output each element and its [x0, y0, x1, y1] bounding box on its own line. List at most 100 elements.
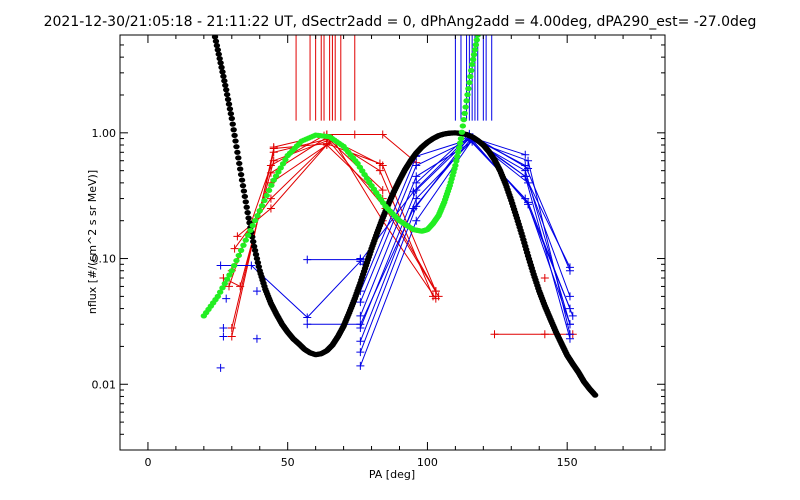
red-series-point: [266, 194, 275, 203]
green-model-curve-dot: [470, 52, 478, 58]
green-model-curve-dot: [237, 247, 245, 253]
green-model-curve-dot: [468, 61, 476, 68]
black-model-curve-dot: [225, 101, 233, 107]
green-model-curve-dot: [452, 162, 459, 169]
red-series-point: [266, 204, 275, 213]
red-series-line-9: [223, 139, 330, 288]
green-model-curve-dot: [221, 280, 229, 287]
red-series-point: [490, 330, 499, 339]
chart-title: 2021-12-30/21:05:18 - 21:11:22 UT, dSect…: [43, 14, 757, 30]
blue-series-point: [412, 186, 421, 195]
blue-series-point: [521, 150, 530, 159]
black-model-curve-dot: [591, 392, 599, 398]
green-model-curve-dot: [458, 129, 466, 135]
green-model-curve-dot: [251, 217, 259, 224]
blue-series-point: [565, 334, 574, 343]
red-series-point: [269, 156, 278, 165]
red-series-point: [378, 186, 387, 195]
black-model-curve-dot: [255, 264, 263, 270]
green-model-curve-dot: [223, 276, 231, 282]
black-model-curve-dot: [212, 38, 220, 44]
blue-series-point: [412, 202, 421, 211]
blue-point: [219, 324, 228, 333]
x-tick-label: 0: [144, 456, 151, 469]
green-model-curve-dot: [456, 140, 464, 146]
black-model-curve-dot: [218, 64, 225, 70]
green-model-curve-dot: [468, 67, 475, 74]
blue-series-point: [247, 261, 256, 270]
red-series-point: [230, 244, 239, 253]
green-model-curve-dot: [466, 79, 473, 86]
black-model-curve-dot: [229, 121, 236, 127]
red-series-point: [227, 332, 236, 341]
blue-series-point: [303, 255, 312, 264]
blue-point: [222, 294, 231, 303]
green-model-curve-dot: [474, 35, 481, 38]
x-tick-label: 50: [281, 456, 295, 469]
red-series-point: [375, 159, 384, 168]
black-model-curve-dot: [217, 60, 224, 66]
y-tick-label: 0.01: [92, 378, 117, 391]
blue-series-point: [303, 320, 312, 329]
black-model-curve-dot: [235, 155, 242, 161]
black-model-curve-dot: [211, 35, 219, 40]
green-model-curve-dot: [230, 263, 238, 269]
blue-series-line-8: [359, 136, 571, 353]
blue-series-point: [356, 298, 365, 307]
black-model-curve-dot: [221, 78, 228, 84]
blue-series-point: [412, 178, 421, 187]
red-series-point: [227, 324, 236, 333]
black-model-curve-dot: [241, 193, 249, 200]
green-model-curve-dot: [261, 197, 268, 204]
green-model-curve-dot: [473, 37, 481, 43]
green-model-curve-dot: [214, 293, 222, 299]
blue-series-point: [356, 311, 365, 320]
blue-series-point: [356, 348, 365, 357]
green-model-curve-dot: [219, 285, 226, 291]
black-model-curve-dot: [242, 199, 249, 205]
x-tick-label: 100: [417, 456, 438, 469]
black-model-curve-dot: [239, 183, 247, 189]
black-model-curve-dot: [254, 260, 262, 266]
blue-series-point: [521, 172, 530, 181]
black-model-curve-dot: [253, 255, 261, 262]
green-model-curve-dot: [453, 158, 460, 164]
green-model-curve-dot: [472, 42, 480, 48]
blue-point: [252, 287, 261, 296]
y-tick-label: 1.00: [92, 127, 117, 140]
black-model-curve-dot: [231, 132, 238, 139]
blue-series-line-2: [307, 136, 571, 325]
blue-point: [219, 332, 228, 341]
black-model-curve-dot: [228, 115, 235, 122]
black-model-curve-dot: [219, 69, 226, 75]
green-model-curve-dot: [454, 149, 462, 155]
red-series-point: [225, 282, 233, 291]
green-model-curve-dot: [249, 222, 256, 229]
blue-series-point: [565, 292, 574, 301]
red-series-point: [431, 294, 440, 303]
black-model-curve-dot: [223, 91, 231, 98]
green-model-curve-dot: [263, 192, 270, 199]
green-model-curve-dot: [233, 257, 240, 264]
blue-series-point: [565, 266, 574, 275]
blue-point: [356, 254, 365, 263]
blue-series-point: [303, 313, 312, 322]
x-axis-label: PA [deg]: [369, 468, 415, 481]
red-series-point: [269, 143, 278, 152]
plot-frame: [119, 34, 666, 451]
black-model-curve-dot: [243, 204, 250, 210]
blue-series-point: [524, 156, 533, 165]
black-model-curve-dot: [233, 144, 240, 150]
green-model-curve-dot: [455, 144, 463, 151]
green-model-curve-dot: [272, 173, 280, 179]
blue-series-line-9: [359, 138, 571, 367]
black-model-curve-dot: [220, 73, 227, 79]
green-model-curve-dot: [228, 268, 235, 274]
green-model-curve-dot: [247, 227, 254, 233]
y-tick-label: 0.10: [92, 253, 117, 266]
green-model-curve-dot: [242, 237, 249, 243]
black-model-curve-dot: [214, 47, 222, 53]
green-model-curve-dot: [244, 232, 252, 238]
green-model-curve-dot: [454, 153, 461, 160]
black-model-curve-dot: [224, 96, 232, 102]
